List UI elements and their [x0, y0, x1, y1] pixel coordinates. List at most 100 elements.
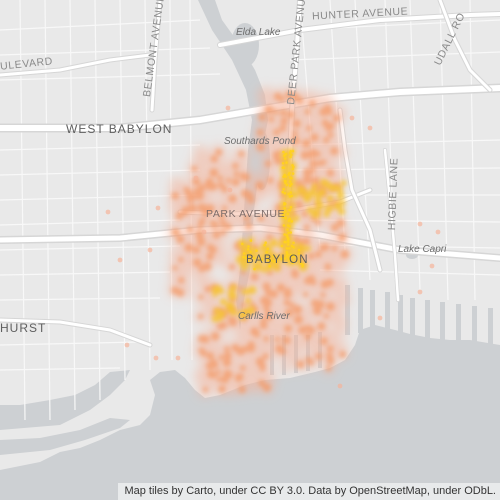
- heat-point: [283, 157, 287, 160]
- heat-blob: [339, 350, 347, 358]
- heat-blob: [218, 385, 226, 393]
- label-elda-lake: Elda Lake: [236, 27, 281, 38]
- heat-blob: [228, 194, 237, 203]
- heat-blob: [266, 177, 274, 184]
- heat-point: [290, 194, 294, 198]
- heat-blob: [225, 223, 232, 231]
- heat-blob: [217, 175, 224, 182]
- heat-point: [417, 221, 423, 227]
- heat-blob: [223, 351, 232, 360]
- heat-core-blob: [216, 314, 223, 322]
- heat-blob: [217, 181, 225, 189]
- heat-blob: [315, 352, 323, 361]
- heat-blob: [285, 91, 294, 99]
- heat-point: [287, 258, 291, 261]
- heat-blob: [336, 218, 346, 228]
- heat-core-blob: [269, 238, 278, 247]
- heat-blob: [274, 336, 281, 343]
- heat-blob: [289, 302, 295, 308]
- heat-core-blob: [306, 206, 314, 214]
- heat-point: [291, 172, 295, 175]
- heat-point: [289, 150, 293, 153]
- heat-core-blob: [336, 192, 345, 200]
- heat-blob: [200, 349, 207, 357]
- label-lake-capri: Lake Capri: [398, 244, 447, 255]
- heat-blob: [238, 373, 244, 379]
- heat-blob: [262, 353, 269, 360]
- heat-blob: [323, 137, 330, 144]
- heat-point: [246, 248, 250, 251]
- heat-point: [272, 254, 275, 258]
- heat-blob: [215, 369, 221, 375]
- heat-blob: [257, 86, 276, 105]
- heat-blob: [260, 316, 267, 323]
- heat-blob: [292, 119, 301, 128]
- heat-point: [268, 265, 272, 268]
- heat-blob: [250, 327, 259, 336]
- heat-point: [124, 342, 130, 348]
- map-attribution: Map tiles by Carto, under CC BY 3.0. Dat…: [118, 483, 500, 500]
- heat-point: [287, 192, 290, 196]
- heat-point: [282, 150, 285, 154]
- label-higbie-lane: HIGBIE LANE: [386, 157, 401, 231]
- heat-point: [280, 257, 284, 261]
- heat-blob: [326, 356, 335, 365]
- label-hurst: HURST: [0, 321, 47, 335]
- heat-point: [287, 243, 290, 246]
- heat-core-blob: [240, 262, 249, 271]
- heat-blob: [233, 324, 248, 339]
- heat-blob: [218, 354, 224, 361]
- heat-core-blob: [300, 187, 306, 193]
- heat-blob: [282, 336, 291, 345]
- heat-blob: [326, 108, 333, 116]
- heat-point: [291, 149, 295, 153]
- heat-blob: [330, 147, 339, 155]
- heat-point: [147, 247, 153, 253]
- heat-blob: [305, 332, 311, 339]
- heat-blob: [279, 109, 287, 117]
- heat-blob: [186, 195, 195, 203]
- heat-point: [417, 289, 423, 295]
- heat-blob: [201, 335, 210, 344]
- heat-point: [242, 252, 246, 255]
- heat-blob: [258, 379, 266, 387]
- heat-point: [288, 208, 291, 212]
- heat-blob: [206, 243, 214, 252]
- heat-point: [287, 219, 291, 223]
- heat-blob: [212, 230, 221, 239]
- west-inlet-2: [0, 418, 130, 455]
- label-babylon: BABYLON: [246, 254, 309, 266]
- heat-blob: [340, 249, 349, 259]
- heat-point: [287, 231, 290, 235]
- heat-core-blob: [340, 180, 347, 187]
- heat-blob: [268, 319, 286, 337]
- heat-blob: [239, 365, 246, 371]
- heat-core-blob: [245, 297, 252, 304]
- great-south-bay: [0, 325, 500, 500]
- heat-core-blob: [255, 262, 264, 271]
- heat-blob: [321, 243, 330, 252]
- heat-point: [289, 206, 293, 209]
- elda-lake-shape: [231, 23, 259, 67]
- heat-blob: [321, 247, 338, 264]
- heat-point: [175, 355, 181, 361]
- heat-blob: [291, 92, 299, 101]
- heat-blob: [263, 336, 269, 342]
- heat-core-blob: [326, 205, 334, 212]
- heat-blob: [303, 224, 310, 231]
- heat-point: [292, 253, 296, 257]
- heat-blob: [231, 178, 240, 187]
- heat-point: [291, 261, 294, 265]
- heat-blob: [308, 326, 316, 334]
- heat-blob: [183, 186, 190, 193]
- heat-blob: [314, 219, 321, 226]
- heat-blob: [326, 302, 335, 311]
- heat-blob: [331, 245, 338, 252]
- heat-blob: [303, 291, 309, 297]
- heat-blob: [325, 365, 332, 372]
- heat-point: [287, 173, 291, 176]
- heat-blob: [263, 297, 272, 306]
- heat-blob: [240, 302, 247, 308]
- heat-blob: [184, 243, 194, 253]
